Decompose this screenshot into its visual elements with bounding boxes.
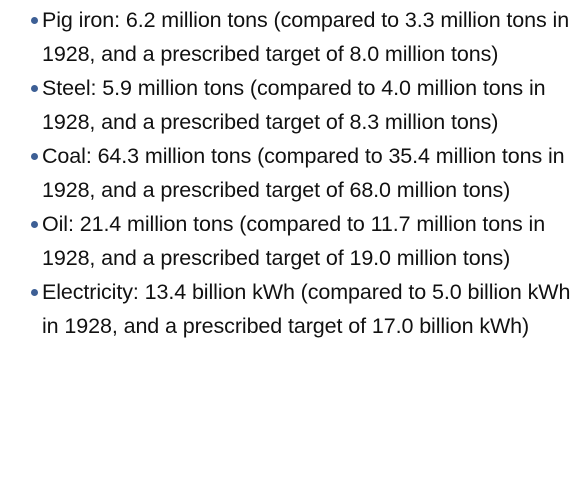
list-item-electricity: Electricity: 13.4 billion kWh (compared … (0, 275, 588, 343)
bullet-dot-icon (31, 153, 38, 160)
list-item-pig-iron: Pig iron: 6.2 million tons (compared to … (0, 3, 588, 71)
list-item-text: Pig iron: 6.2 million tons (compared to … (42, 8, 570, 66)
bullet-dot-icon (31, 221, 38, 228)
bullet-dot-icon (31, 85, 38, 92)
list-item-text: Oil: 21.4 million tons (compared to 11.7… (42, 212, 546, 270)
list-item-coal: Coal: 64.3 million tons (compared to 35.… (0, 139, 588, 207)
list-item-text: Steel: 5.9 million tons (compared to 4.0… (42, 76, 546, 134)
list-item-text: Coal: 64.3 million tons (compared to 35.… (42, 144, 565, 202)
production-bullet-list: Pig iron: 6.2 million tons (compared to … (0, 3, 588, 343)
list-item-oil: Oil: 21.4 million tons (compared to 11.7… (0, 207, 588, 275)
bullet-dot-icon (31, 17, 38, 24)
bullet-dot-icon (31, 289, 38, 296)
list-item-text: Electricity: 13.4 billion kWh (compared … (42, 280, 571, 338)
list-item-steel: Steel: 5.9 million tons (compared to 4.0… (0, 71, 588, 139)
